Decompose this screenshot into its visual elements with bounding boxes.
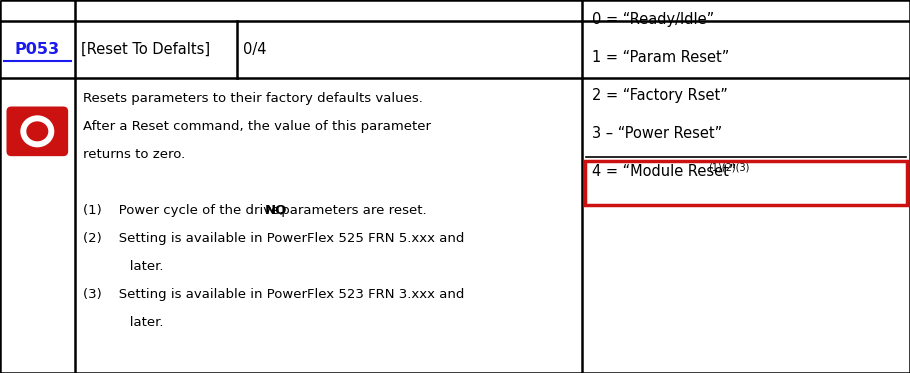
Text: [Reset To Defalts]: [Reset To Defalts] — [81, 42, 209, 57]
Text: (2)    Setting is available in PowerFlex 525 FRN 5.xxx and: (2) Setting is available in PowerFlex 52… — [83, 232, 464, 245]
Text: 3 – “Power Reset”: 3 – “Power Reset” — [592, 126, 723, 141]
Ellipse shape — [20, 115, 55, 147]
Text: parameters are reset.: parameters are reset. — [277, 204, 427, 217]
Text: 0 = “Ready/Idle”: 0 = “Ready/Idle” — [592, 12, 714, 27]
FancyBboxPatch shape — [7, 107, 67, 155]
Text: returns to zero.: returns to zero. — [83, 148, 185, 162]
Text: After a Reset command, the value of this parameter: After a Reset command, the value of this… — [83, 120, 430, 133]
Text: P053: P053 — [15, 42, 60, 57]
Text: 0/4: 0/4 — [243, 42, 267, 57]
Text: (3)    Setting is available in PowerFlex 523 FRN 3.xxx and: (3) Setting is available in PowerFlex 52… — [83, 288, 464, 301]
Text: later.: later. — [83, 316, 163, 329]
Text: 1 = “Param Reset”: 1 = “Param Reset” — [592, 50, 730, 65]
Text: NO: NO — [265, 204, 288, 217]
Text: (1)    Power cycle of the drive,: (1) Power cycle of the drive, — [83, 204, 288, 217]
Text: later.: later. — [83, 260, 163, 273]
Text: Resets parameters to their factory defaults values.: Resets parameters to their factory defau… — [83, 93, 422, 105]
Text: 2 = “Factory Rset”: 2 = “Factory Rset” — [592, 88, 728, 103]
Text: (1)(2)(3): (1)(2)(3) — [709, 162, 750, 172]
Text: 4 = “Module Reset”: 4 = “Module Reset” — [592, 164, 737, 179]
Bar — [585, 161, 907, 205]
Ellipse shape — [26, 121, 48, 141]
